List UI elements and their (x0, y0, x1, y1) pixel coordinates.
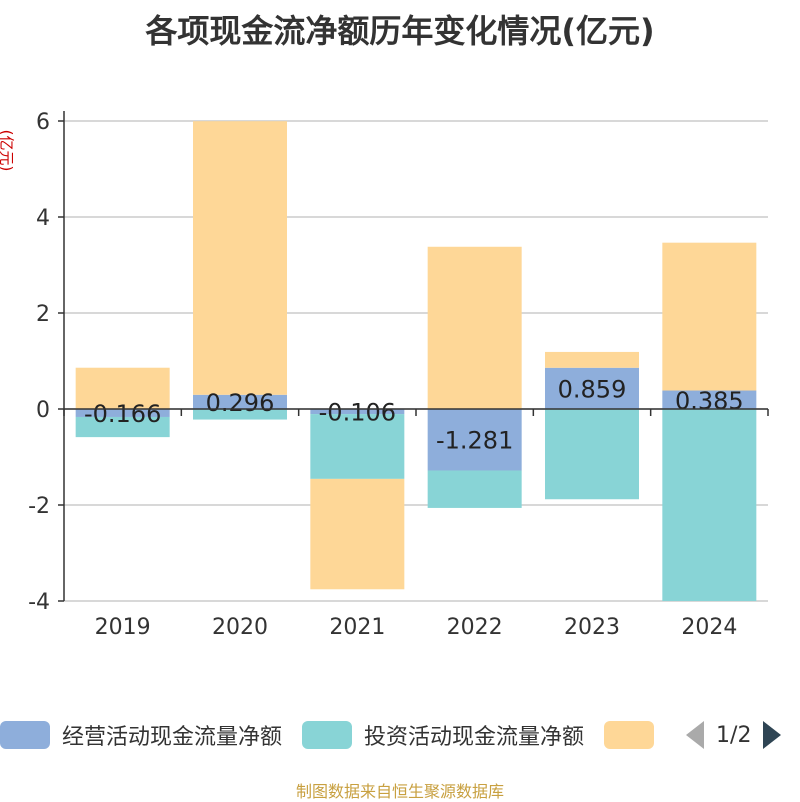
legend-swatch-third (604, 721, 655, 749)
data-label-2020: 0.296 (206, 389, 275, 417)
bar-2019-series-1 (75, 416, 170, 438)
x-tick-label-2021: 2021 (329, 615, 385, 640)
y-tick-label: 6 (36, 110, 50, 135)
chart-title: 各项现金流净额历年变化情况(亿元) (145, 12, 655, 50)
y-tick-label: 2 (36, 302, 50, 327)
legend-next-arrow-icon[interactable] (763, 721, 782, 749)
legend-label-investing: 投资活动现金流量净额 (364, 725, 585, 750)
legend-item-operating[interactable]: 经营活动现金流量净额 (0, 719, 282, 751)
y-tick-label: -2 (28, 494, 50, 519)
data-label-2023: 0.859 (558, 375, 627, 403)
x-tick-label-2022: 2022 (447, 615, 503, 640)
bar-2019-series-2 (75, 367, 170, 409)
x-tick-label-2020: 2020 (212, 615, 268, 640)
legend-prev-arrow-icon[interactable] (686, 721, 705, 749)
legend-item-third[interactable] (604, 721, 666, 749)
bar-2024-series-2 (662, 242, 757, 391)
legend-pager: 1/2 (686, 721, 782, 749)
data-label-2019: -0.166 (84, 400, 161, 428)
bar-2020-series-0 (193, 394, 287, 409)
data-source-note: 制图数据来自恒生聚源数据库 (295, 782, 504, 801)
legend-item-investing[interactable]: 投资活动现金流量净额 (302, 719, 584, 751)
y-tick-label: -4 (28, 590, 50, 615)
bar-2020-series-2 (193, 121, 287, 395)
x-tick-label-2023: 2023 (564, 615, 620, 640)
bar-2022-series-1 (427, 470, 522, 508)
bar-2022-series-2 (427, 246, 522, 409)
bar-2023-series-0 (545, 367, 639, 409)
bar-2023-series-1 (545, 409, 639, 500)
x-tick-label-2019: 2019 (95, 615, 151, 640)
legend-label-operating: 经营活动现金流量净额 (62, 725, 283, 750)
bar-2024-series-1 (662, 409, 757, 601)
data-label-2024: 0.385 (675, 387, 744, 415)
bar-2023-series-2 (545, 351, 639, 368)
bar-2019-series-0 (75, 409, 170, 417)
bar-2021-series-1 (310, 414, 405, 479)
data-label-2021: -0.106 (319, 399, 396, 427)
legend: 经营活动现金流量净额 投资活动现金流量净额 1/2 (0, 718, 800, 752)
y-tick-label: 0 (36, 398, 50, 423)
stacked-bar-chart: 6 4 2 0 -2 -4 -0.166 0.296 -0.106 -1.281 0.859 0.38… (28, 110, 769, 640)
bar-2021-series-2 (310, 478, 405, 590)
bar-2020-series-1 (193, 409, 287, 420)
bar-2022-series-0 (427, 409, 522, 471)
legend-swatch-investing (302, 721, 353, 749)
x-tick-label-2024: 2024 (681, 615, 737, 640)
bar-2024-series-0 (662, 390, 757, 409)
bar-2021-series-0 (310, 409, 405, 415)
data-label-2022: -1.281 (436, 427, 513, 455)
legend-page-indicator: 1/2 (716, 722, 752, 748)
y-tick-label: 4 (36, 206, 50, 231)
legend-swatch-operating (0, 721, 50, 749)
